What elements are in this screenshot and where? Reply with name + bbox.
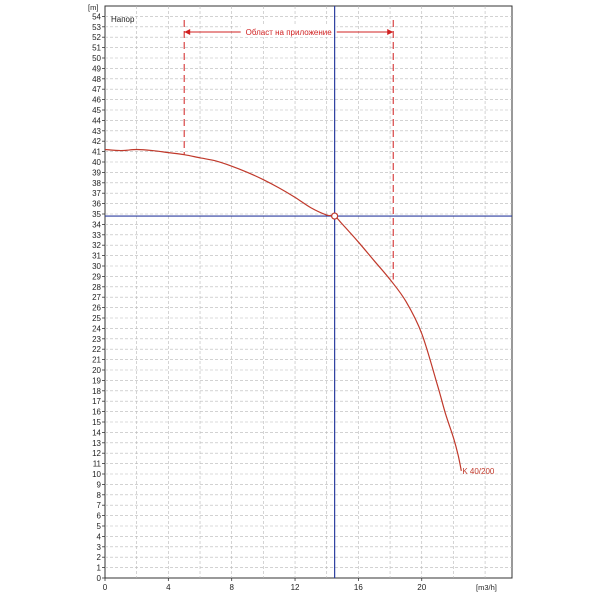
y-tick-label: 11 — [93, 460, 102, 469]
y-tick-label: 5 — [97, 522, 102, 531]
y-tick-label: 9 — [97, 480, 102, 489]
y-tick-label: 14 — [92, 428, 101, 437]
y-tick-label: 52 — [92, 33, 101, 42]
x-tick-label: 8 — [229, 583, 234, 592]
application-range: Област на приложение — [183, 20, 394, 280]
y-tick-label: 3 — [97, 543, 102, 552]
y-tick-label: 10 — [92, 470, 101, 479]
y-tick-label: 44 — [92, 116, 101, 125]
x-axis-unit: [m3/h] — [476, 583, 497, 592]
y-tick-labels: 0123456789101112131415161718192021222324… — [92, 12, 101, 583]
y-tick-label: 20 — [92, 366, 101, 375]
grid-lines — [102, 6, 512, 581]
y-tick-label: 33 — [92, 231, 101, 240]
range-label-bg — [240, 26, 337, 37]
operating-point-marker — [331, 212, 339, 220]
y-tick-label: 21 — [92, 356, 101, 365]
y-tick-label: 40 — [92, 158, 101, 167]
y-tick-label: 30 — [92, 262, 101, 271]
y-tick-label: 25 — [92, 314, 101, 323]
y-tick-label: 27 — [92, 293, 101, 302]
y-tick-label: 24 — [92, 324, 101, 333]
y-tick-label: 12 — [92, 449, 101, 458]
y-tick-label: 1 — [97, 564, 102, 573]
y-tick-label: 37 — [92, 189, 101, 198]
x-tick-labels: 0 4 8 12 16 20 — [103, 583, 427, 592]
y-tick-label: 0 — [97, 574, 102, 583]
range-right-arrow — [387, 29, 394, 35]
y-tick-label: 26 — [92, 304, 101, 313]
y-tick-label: 17 — [92, 397, 101, 406]
x-tick-label: 20 — [417, 583, 426, 592]
x-tick-label: 12 — [291, 583, 300, 592]
y-tick-label: 32 — [92, 241, 101, 250]
y-tick-label: 18 — [92, 387, 101, 396]
operating-point-crosshair — [105, 6, 512, 578]
y-axis-unit: [m] — [88, 3, 98, 12]
y-tick-label: 4 — [97, 532, 102, 541]
y-tick-label: 36 — [92, 200, 101, 209]
y-tick-label: 35 — [92, 210, 101, 219]
y-tick-label: 51 — [92, 44, 101, 53]
y-tick-label: 7 — [97, 501, 102, 510]
y-tick-label: 45 — [92, 106, 101, 115]
plot-area — [104, 5, 513, 579]
y-tick-label: 43 — [92, 127, 101, 136]
y-tick-label: 13 — [92, 439, 101, 448]
y-tick-label: 31 — [92, 252, 101, 261]
y-tick-label: 50 — [92, 54, 101, 63]
series-line-0 — [104, 148, 462, 471]
y-tick-label: 48 — [92, 75, 101, 84]
x-tick-label: 16 — [354, 583, 363, 592]
y-tick-label: 22 — [92, 345, 101, 354]
y-tick-label: 2 — [97, 553, 102, 562]
y-tick-label: 6 — [97, 512, 102, 521]
y-tick-label: 39 — [92, 168, 101, 177]
y-tick-label: 46 — [92, 96, 101, 105]
y-tick-label: 38 — [92, 179, 101, 188]
y-tick-label: 53 — [92, 23, 101, 32]
y-tick-label: 47 — [92, 85, 101, 94]
y-tick-label: 41 — [92, 148, 101, 157]
y-tick-label: 34 — [92, 220, 101, 229]
y-tick-label: 23 — [92, 335, 101, 344]
y-tick-label: 42 — [92, 137, 101, 146]
y-tick-label: 28 — [92, 283, 101, 292]
range-label: Област на приложение — [246, 28, 333, 37]
y-tick-label: 16 — [92, 408, 101, 417]
x-tick-label: 4 — [166, 583, 171, 592]
y-tick-label: 15 — [92, 418, 101, 427]
y-tick-label: 54 — [92, 12, 101, 21]
y-tick-label: 49 — [92, 64, 101, 73]
x-tick-label: 0 — [103, 583, 108, 592]
chart-title: Напор — [111, 15, 135, 24]
series-layer: K 40/200 — [104, 148, 495, 476]
y-tick-label: 8 — [97, 491, 102, 500]
range-left-arrow — [184, 29, 191, 35]
series-label-0: K 40/200 — [462, 467, 495, 476]
y-tick-label: 29 — [92, 272, 101, 281]
y-tick-label: 19 — [92, 376, 101, 385]
